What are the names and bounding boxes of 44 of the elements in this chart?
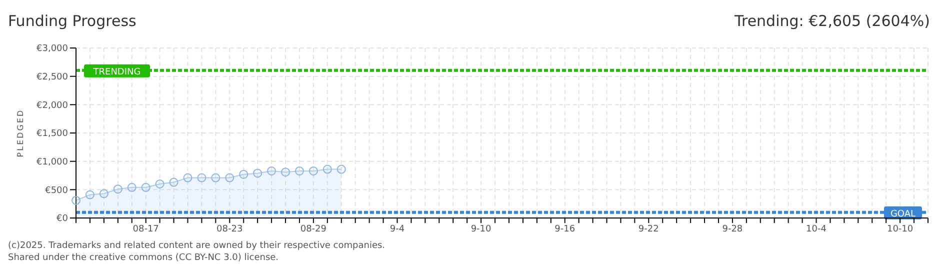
text: Shared under the creative commons (CC BY-NC 3.0) license.: [8, 252, 280, 264]
x-tick-label: 9-4: [390, 224, 405, 234]
point: [183, 173, 192, 182]
point: [336, 164, 346, 174]
point: [294, 166, 304, 176]
point: [99, 189, 108, 198]
y-tick-label: €0: [56, 214, 68, 224]
x-tick-label: 08-17: [132, 224, 159, 234]
point: [211, 173, 220, 182]
point: [169, 178, 178, 187]
y-tick-label: €2,000: [36, 100, 68, 111]
y-axis-title: PLEDGED: [16, 108, 25, 158]
point: [127, 182, 136, 192]
y-tick-label: €1,000: [36, 158, 68, 168]
point: [113, 184, 122, 194]
ref-line-label: GOAL: [890, 209, 916, 220]
ref-line-label: TRENDING: [92, 67, 141, 78]
point: [281, 168, 290, 177]
point: [267, 166, 276, 176]
point: [72, 196, 80, 205]
point: [141, 182, 150, 192]
point: [239, 170, 248, 179]
point: [85, 190, 94, 200]
point: [155, 180, 164, 188]
x-tick-label: 9-16: [554, 224, 576, 234]
y-tick-label: €2,500: [36, 72, 68, 83]
point: [322, 164, 332, 174]
x-tick-label: 9-22: [638, 224, 659, 234]
point: [308, 166, 318, 176]
x-tick-label: 9-28: [722, 224, 743, 234]
x-tick-label: 10-4: [806, 224, 827, 234]
point: [225, 173, 234, 182]
text: (c)2025. Trademarks and related content are owned by their respective companies.: [8, 240, 386, 252]
chart-title: Funding Progress: [8, 12, 136, 30]
point: [197, 173, 206, 182]
chart-subtitle: Trending: €2,605 (2604%): [734, 12, 930, 30]
y-tick-label: €500: [45, 186, 68, 196]
x-tick-label: 10-10: [886, 224, 914, 234]
y-tick-label: €3,000: [36, 44, 68, 54]
x-tick-label: 08-23: [216, 224, 243, 234]
point: [253, 168, 262, 178]
y-tick-label: €1,500: [36, 129, 68, 140]
x-tick-label: 9-10: [470, 224, 492, 234]
x-tick-label: 08-29: [300, 224, 327, 234]
